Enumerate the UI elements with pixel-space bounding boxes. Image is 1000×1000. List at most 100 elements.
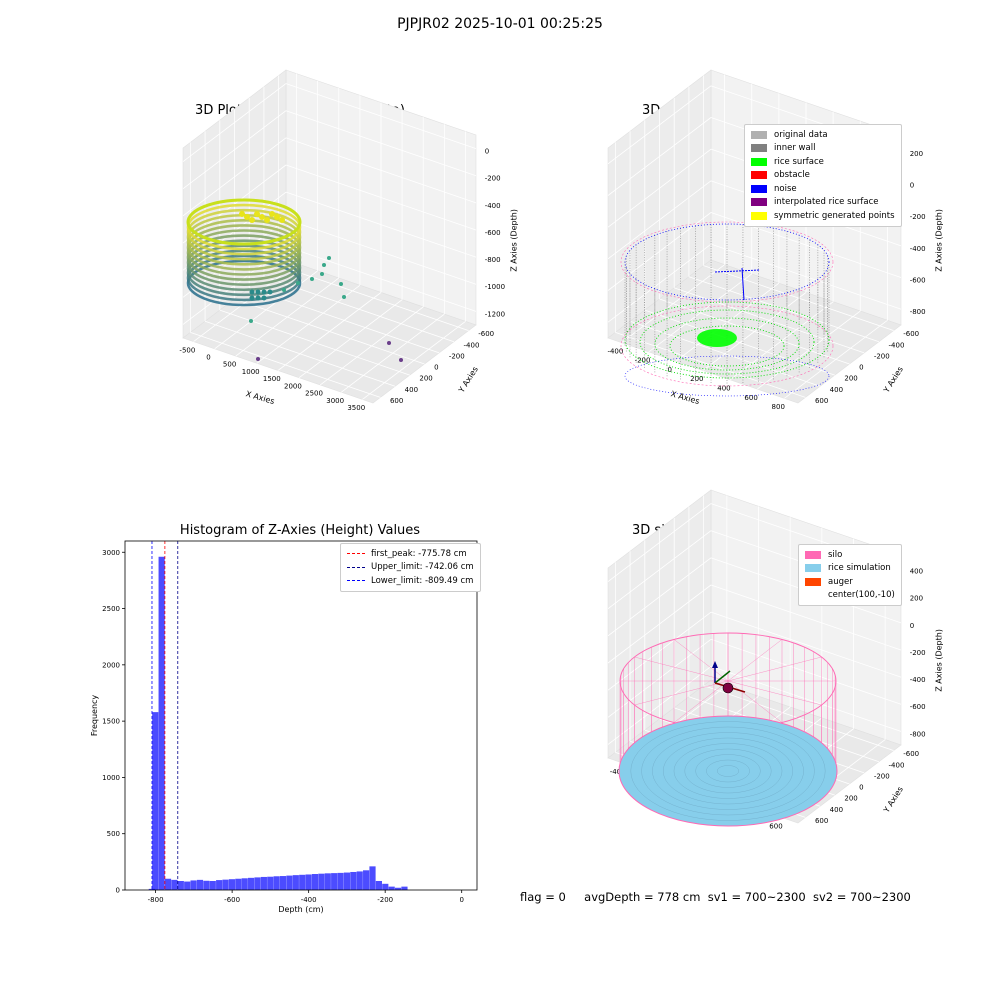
grid-line xyxy=(607,666,712,745)
histogram-title: Histogram of Z-Axies (Height) Values xyxy=(179,523,421,538)
histogram-bar xyxy=(152,712,159,890)
x-tick-label: 1500 xyxy=(263,375,281,383)
legend-label: rice simulation xyxy=(828,563,891,574)
z-tick-label: -400 xyxy=(485,202,501,210)
y-tick-label: -400 xyxy=(889,341,905,349)
surface-point xyxy=(244,214,250,220)
y-tick-label: 400 xyxy=(830,386,843,394)
x-tick-label: -200 xyxy=(635,357,651,365)
histogram-bar xyxy=(343,872,351,890)
histogram-bar xyxy=(203,880,210,890)
outlier-point xyxy=(399,358,403,362)
rice-mesh-ring xyxy=(652,732,804,810)
rice-mesh-ring xyxy=(630,721,826,821)
legend-label: rice surface xyxy=(774,156,824,167)
legend-item: noise xyxy=(751,182,895,196)
legend-item: rice simulation xyxy=(805,562,895,576)
grid-line xyxy=(285,218,477,285)
y-tick-label: 200 xyxy=(419,375,432,383)
z-tick-label: -800 xyxy=(485,256,501,264)
legend-swatch xyxy=(805,591,821,600)
grid-line xyxy=(278,265,469,331)
legend-label: inner wall xyxy=(774,143,816,154)
z-tick-label: -200 xyxy=(485,175,501,183)
center-axis-z-arrow xyxy=(712,661,718,668)
rice-mesh-ring xyxy=(663,737,793,805)
legend-swatch xyxy=(751,130,767,139)
sv1-text: sv1 = 700~2300 xyxy=(707,890,806,904)
outlier-point xyxy=(249,319,253,323)
y-tick-label: 1500 xyxy=(102,718,120,726)
flag-text: flag = 0 xyxy=(520,890,566,904)
grid-line xyxy=(182,110,287,190)
rice-surface-center xyxy=(697,329,737,347)
z-tick-label: 400 xyxy=(910,568,923,576)
silo-spoke xyxy=(727,680,783,723)
grid-line xyxy=(607,557,712,637)
status-footer: flag = 0 avgDepth = 778 cm sv1 = 700~230… xyxy=(520,890,911,904)
grid-line xyxy=(644,309,835,376)
lower-point xyxy=(255,289,261,295)
histogram-bar xyxy=(267,876,274,890)
lower-point xyxy=(249,295,255,301)
x-tick-label: 0 xyxy=(206,354,210,362)
grid-line xyxy=(688,276,880,343)
histogram-bar xyxy=(248,877,255,890)
histogram-bar xyxy=(375,880,382,890)
y-tick-label: 400 xyxy=(830,806,843,814)
rice-simulation-surface xyxy=(618,715,838,827)
histogram-bar xyxy=(324,873,331,890)
grid-line xyxy=(190,332,381,398)
outlier-point xyxy=(322,263,326,267)
silo-spoke xyxy=(727,680,822,706)
grid-line xyxy=(703,265,894,331)
grid-line xyxy=(607,638,712,718)
legend-line-swatch xyxy=(347,580,365,582)
histogram-bar xyxy=(148,888,156,890)
x-tick-label: 0 xyxy=(459,896,463,904)
legend-label: noise xyxy=(774,183,797,194)
x-tick-label: -500 xyxy=(179,346,195,354)
histogram-bar xyxy=(350,871,357,890)
histogram-bar xyxy=(292,875,299,890)
x-tick-label: 3000 xyxy=(326,397,344,405)
z-tick-label: -800 xyxy=(910,308,926,316)
silo-top-ring xyxy=(186,198,302,246)
histogram-bar xyxy=(190,880,197,890)
y-tick-label: -400 xyxy=(889,761,905,769)
histogram-bar xyxy=(196,879,204,890)
histogram-bar xyxy=(363,870,370,890)
legend-label: center(100,-10) xyxy=(828,590,895,601)
y-tick-label: 2500 xyxy=(102,605,120,613)
y-axis-label: Frequency xyxy=(90,695,99,737)
legend-item: symmetric generated points xyxy=(751,209,895,223)
legend-label: interpolated rice surface xyxy=(774,197,879,208)
figure-title: PJPJR02 2025-10-01 00:25:25 xyxy=(397,16,603,32)
x-tick-label: 200 xyxy=(690,375,703,383)
histogram-bar xyxy=(331,873,338,890)
interp-ring xyxy=(620,221,834,303)
surface-point xyxy=(269,211,275,217)
y-tick-label: -200 xyxy=(874,772,890,780)
legend-label: obstacle xyxy=(774,170,810,181)
grid-line xyxy=(182,137,287,217)
lower-point xyxy=(267,289,273,295)
z-axis-label: Z Axies (Depth) xyxy=(934,629,943,692)
grid-line xyxy=(607,117,712,196)
legend-label: auger xyxy=(828,576,853,587)
legend-label: Lower_limit: -809.49 cm xyxy=(371,575,474,586)
rice-mesh-ring xyxy=(717,765,739,777)
y-tick-label: 200 xyxy=(844,795,857,803)
interp-ring xyxy=(620,305,834,387)
x-axis-label: X Axies xyxy=(245,389,276,406)
x-tick-label: -600 xyxy=(224,896,240,904)
histogram-bar xyxy=(241,878,248,890)
surface-point xyxy=(279,217,285,223)
histogram-bar xyxy=(177,880,184,890)
z-tick-label: -600 xyxy=(910,276,926,284)
x-tick-label: -800 xyxy=(148,896,164,904)
noise-ring xyxy=(624,223,830,301)
grid-line xyxy=(703,685,894,751)
outlier-point xyxy=(296,281,300,285)
silo-spoke xyxy=(673,639,729,682)
